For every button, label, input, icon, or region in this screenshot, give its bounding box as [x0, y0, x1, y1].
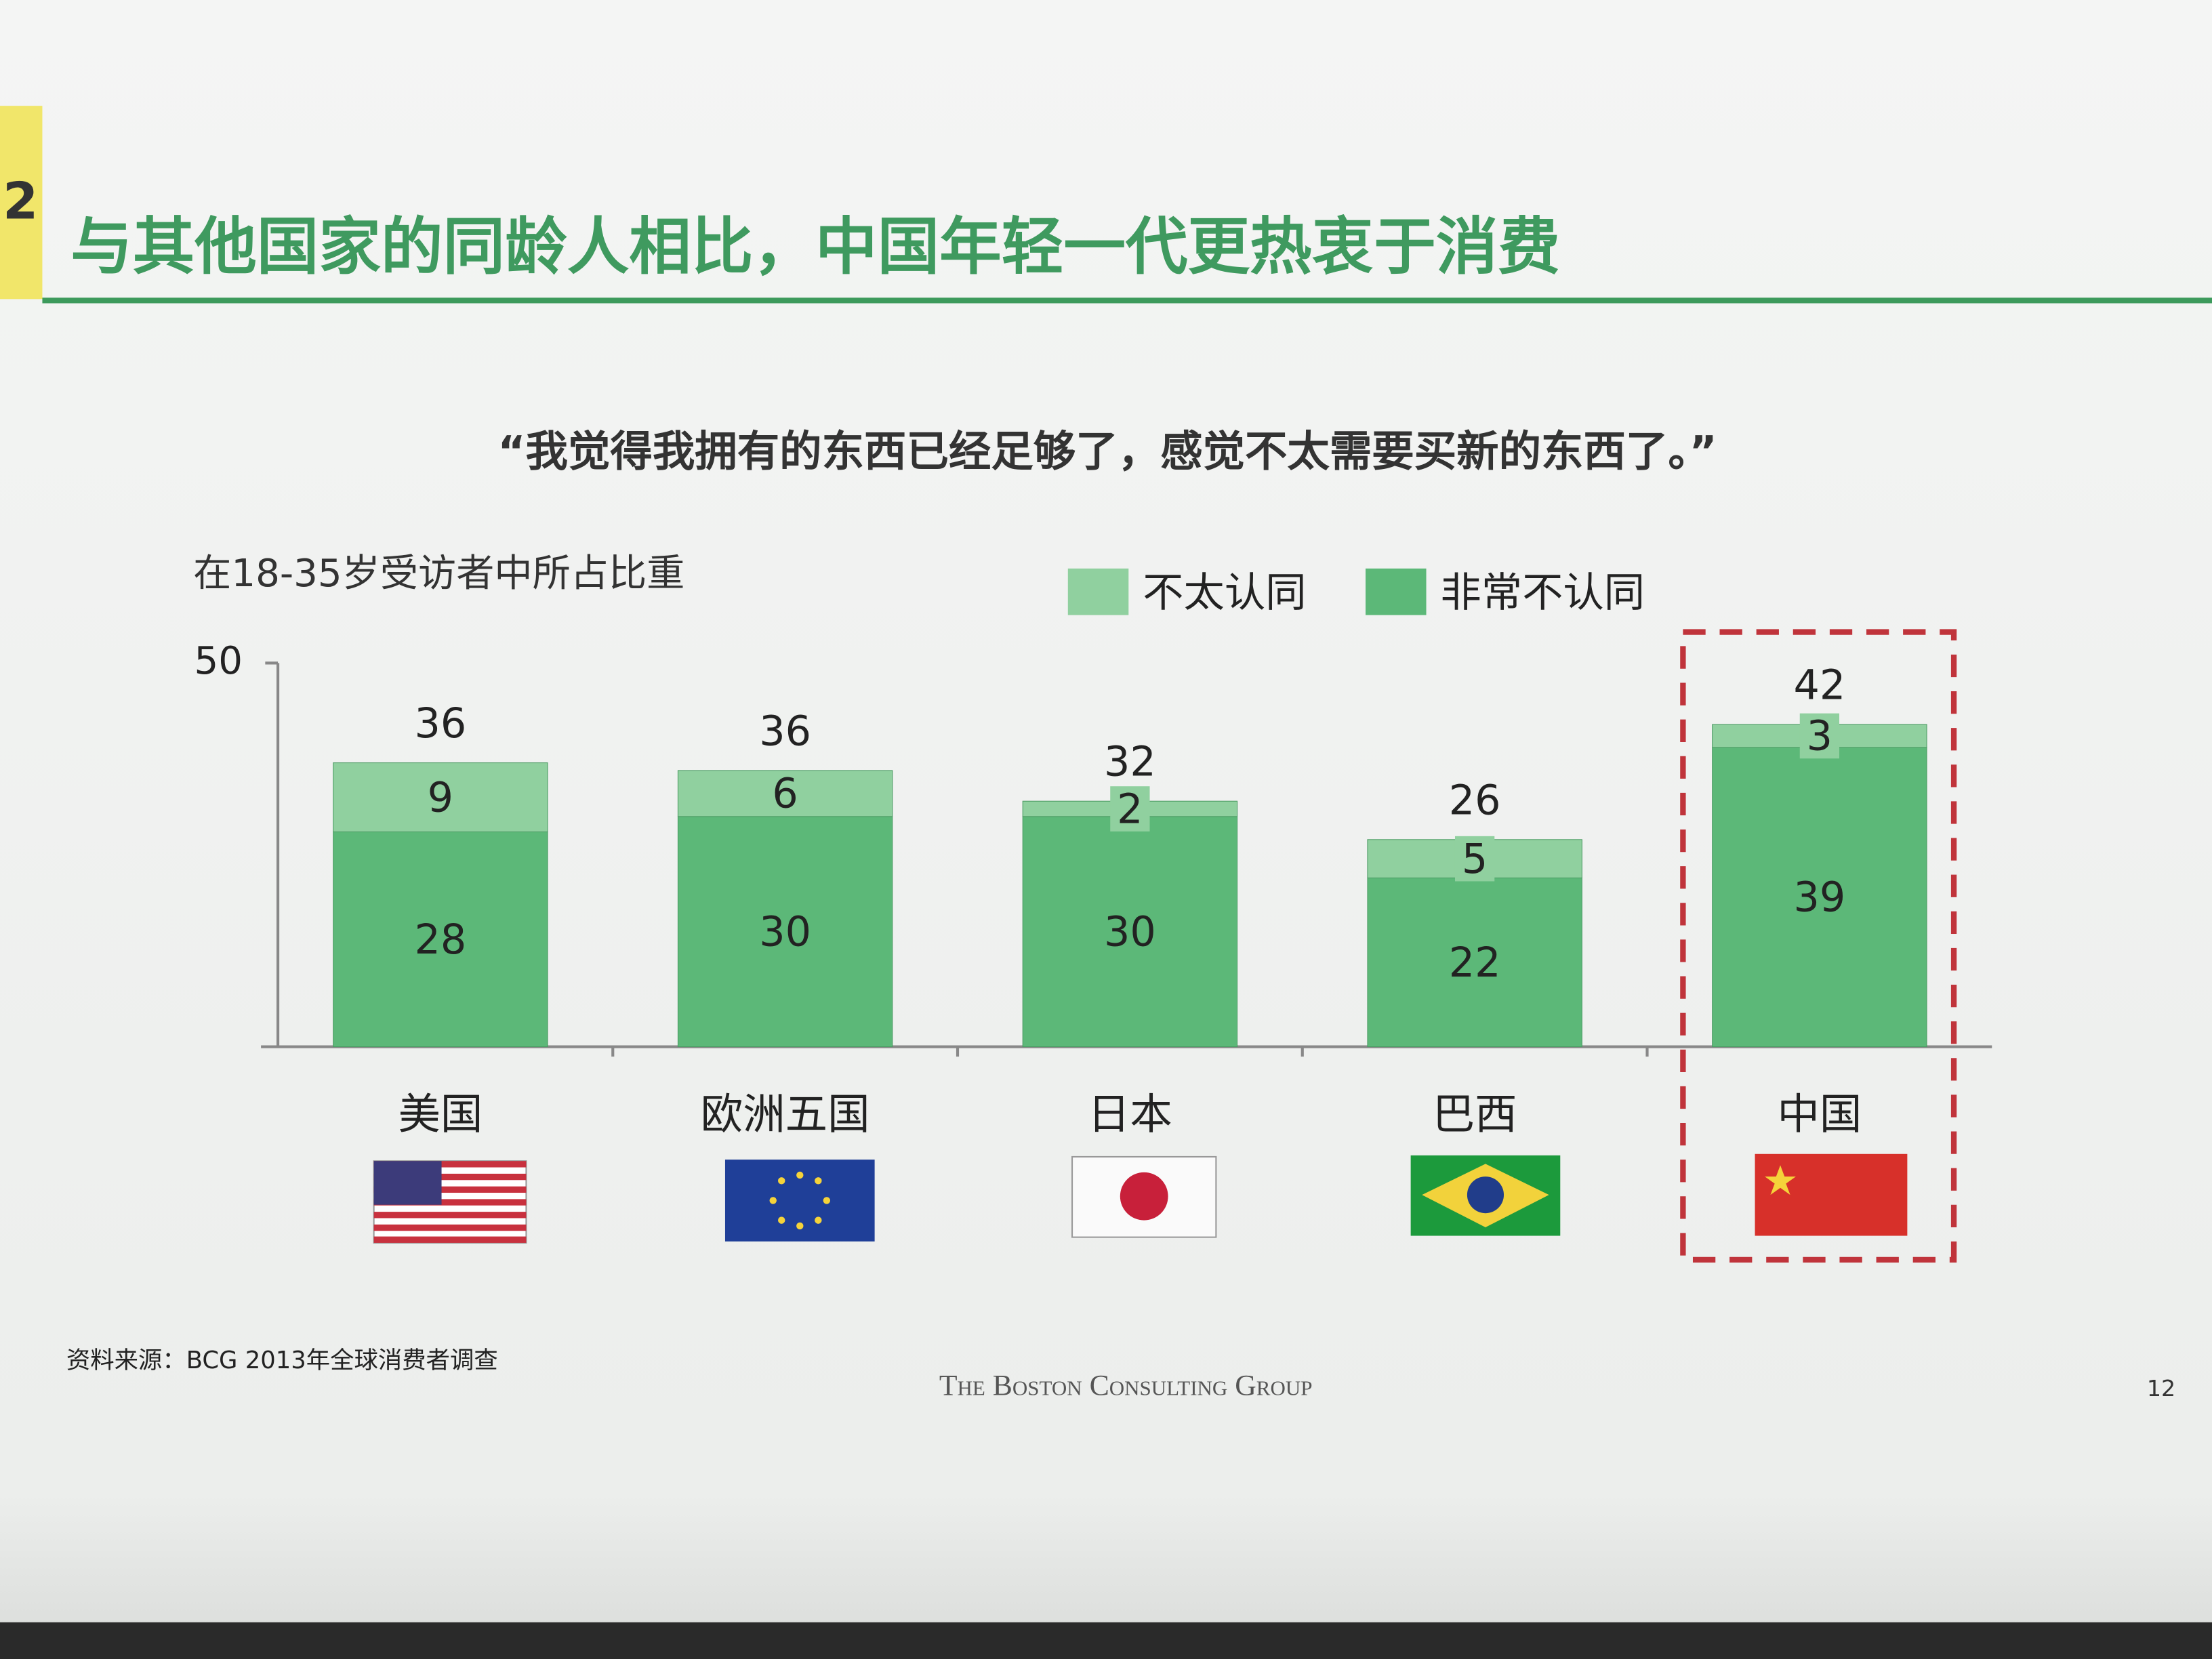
legend-label: 不太认同: [1143, 569, 1306, 617]
legend-swatch: [1366, 568, 1427, 615]
bar-segment: [333, 762, 548, 833]
x-tick-label: 日本: [1088, 1090, 1172, 1139]
x-tick-label: 美国: [398, 1090, 483, 1139]
total-label: 26: [1449, 777, 1501, 824]
flag-eu: [724, 1160, 875, 1242]
value-label: 2: [1117, 785, 1143, 833]
bar-segment: [677, 816, 893, 1048]
bar-segment: [333, 831, 548, 1048]
total-label: 42: [1793, 661, 1845, 709]
bar-segment: [1712, 747, 1927, 1048]
chart-title: 与其他国家的同龄人相比，中国年轻一代更热衷于消费: [70, 210, 1560, 283]
value-label: 30: [1104, 908, 1156, 956]
x-tick-label: 巴西: [1433, 1090, 1517, 1139]
table-edge: [0, 1622, 2212, 1659]
source-note: 资料来源：BCG 2013年全球消费者调查: [66, 1347, 498, 1374]
section-tag: [0, 106, 43, 300]
value-label: 22: [1449, 939, 1501, 987]
value-label: 30: [759, 908, 811, 956]
value-label: 39: [1793, 874, 1845, 922]
flag-japan: [1071, 1155, 1217, 1238]
x-tick-label: 欧洲五国: [701, 1090, 870, 1139]
total-label: 36: [759, 708, 811, 755]
x-tick-label: 中国: [1777, 1090, 1862, 1139]
value-label: 6: [772, 771, 798, 818]
footer-company: The Boston Consulting Group: [939, 1369, 1313, 1401]
total-label: 36: [414, 700, 466, 747]
flag-china: [1755, 1153, 1908, 1236]
value-label: 9: [428, 774, 453, 821]
value-label: 28: [414, 916, 466, 964]
value-label: 5: [1462, 836, 1488, 883]
page-number: 12: [2147, 1375, 2175, 1401]
label-backdrop: [1110, 786, 1150, 832]
flag-us: [373, 1160, 527, 1244]
highlight-box: [1680, 629, 1957, 1263]
label-backdrop: [1799, 713, 1840, 759]
section-number: 2: [3, 171, 38, 230]
total-label: 32: [1104, 739, 1156, 786]
bar-segment: [1022, 816, 1238, 1048]
legend-swatch: [1067, 568, 1129, 615]
chart-subtitle: “我觉得我拥有的东西已经足够了，感觉不太需要买新的东西了。”: [498, 426, 1717, 476]
legend-label: 非常不认同: [1440, 569, 1645, 617]
flag-brazil: [1410, 1155, 1561, 1236]
bar-segment: [677, 770, 893, 817]
y-axis-label: 在18-35岁受访者中所占比重: [193, 552, 684, 596]
bar-segment: [1367, 877, 1582, 1048]
label-backdrop: [1454, 836, 1495, 882]
y-tick-label: 50: [194, 639, 243, 683]
value-label: 3: [1807, 713, 1832, 760]
